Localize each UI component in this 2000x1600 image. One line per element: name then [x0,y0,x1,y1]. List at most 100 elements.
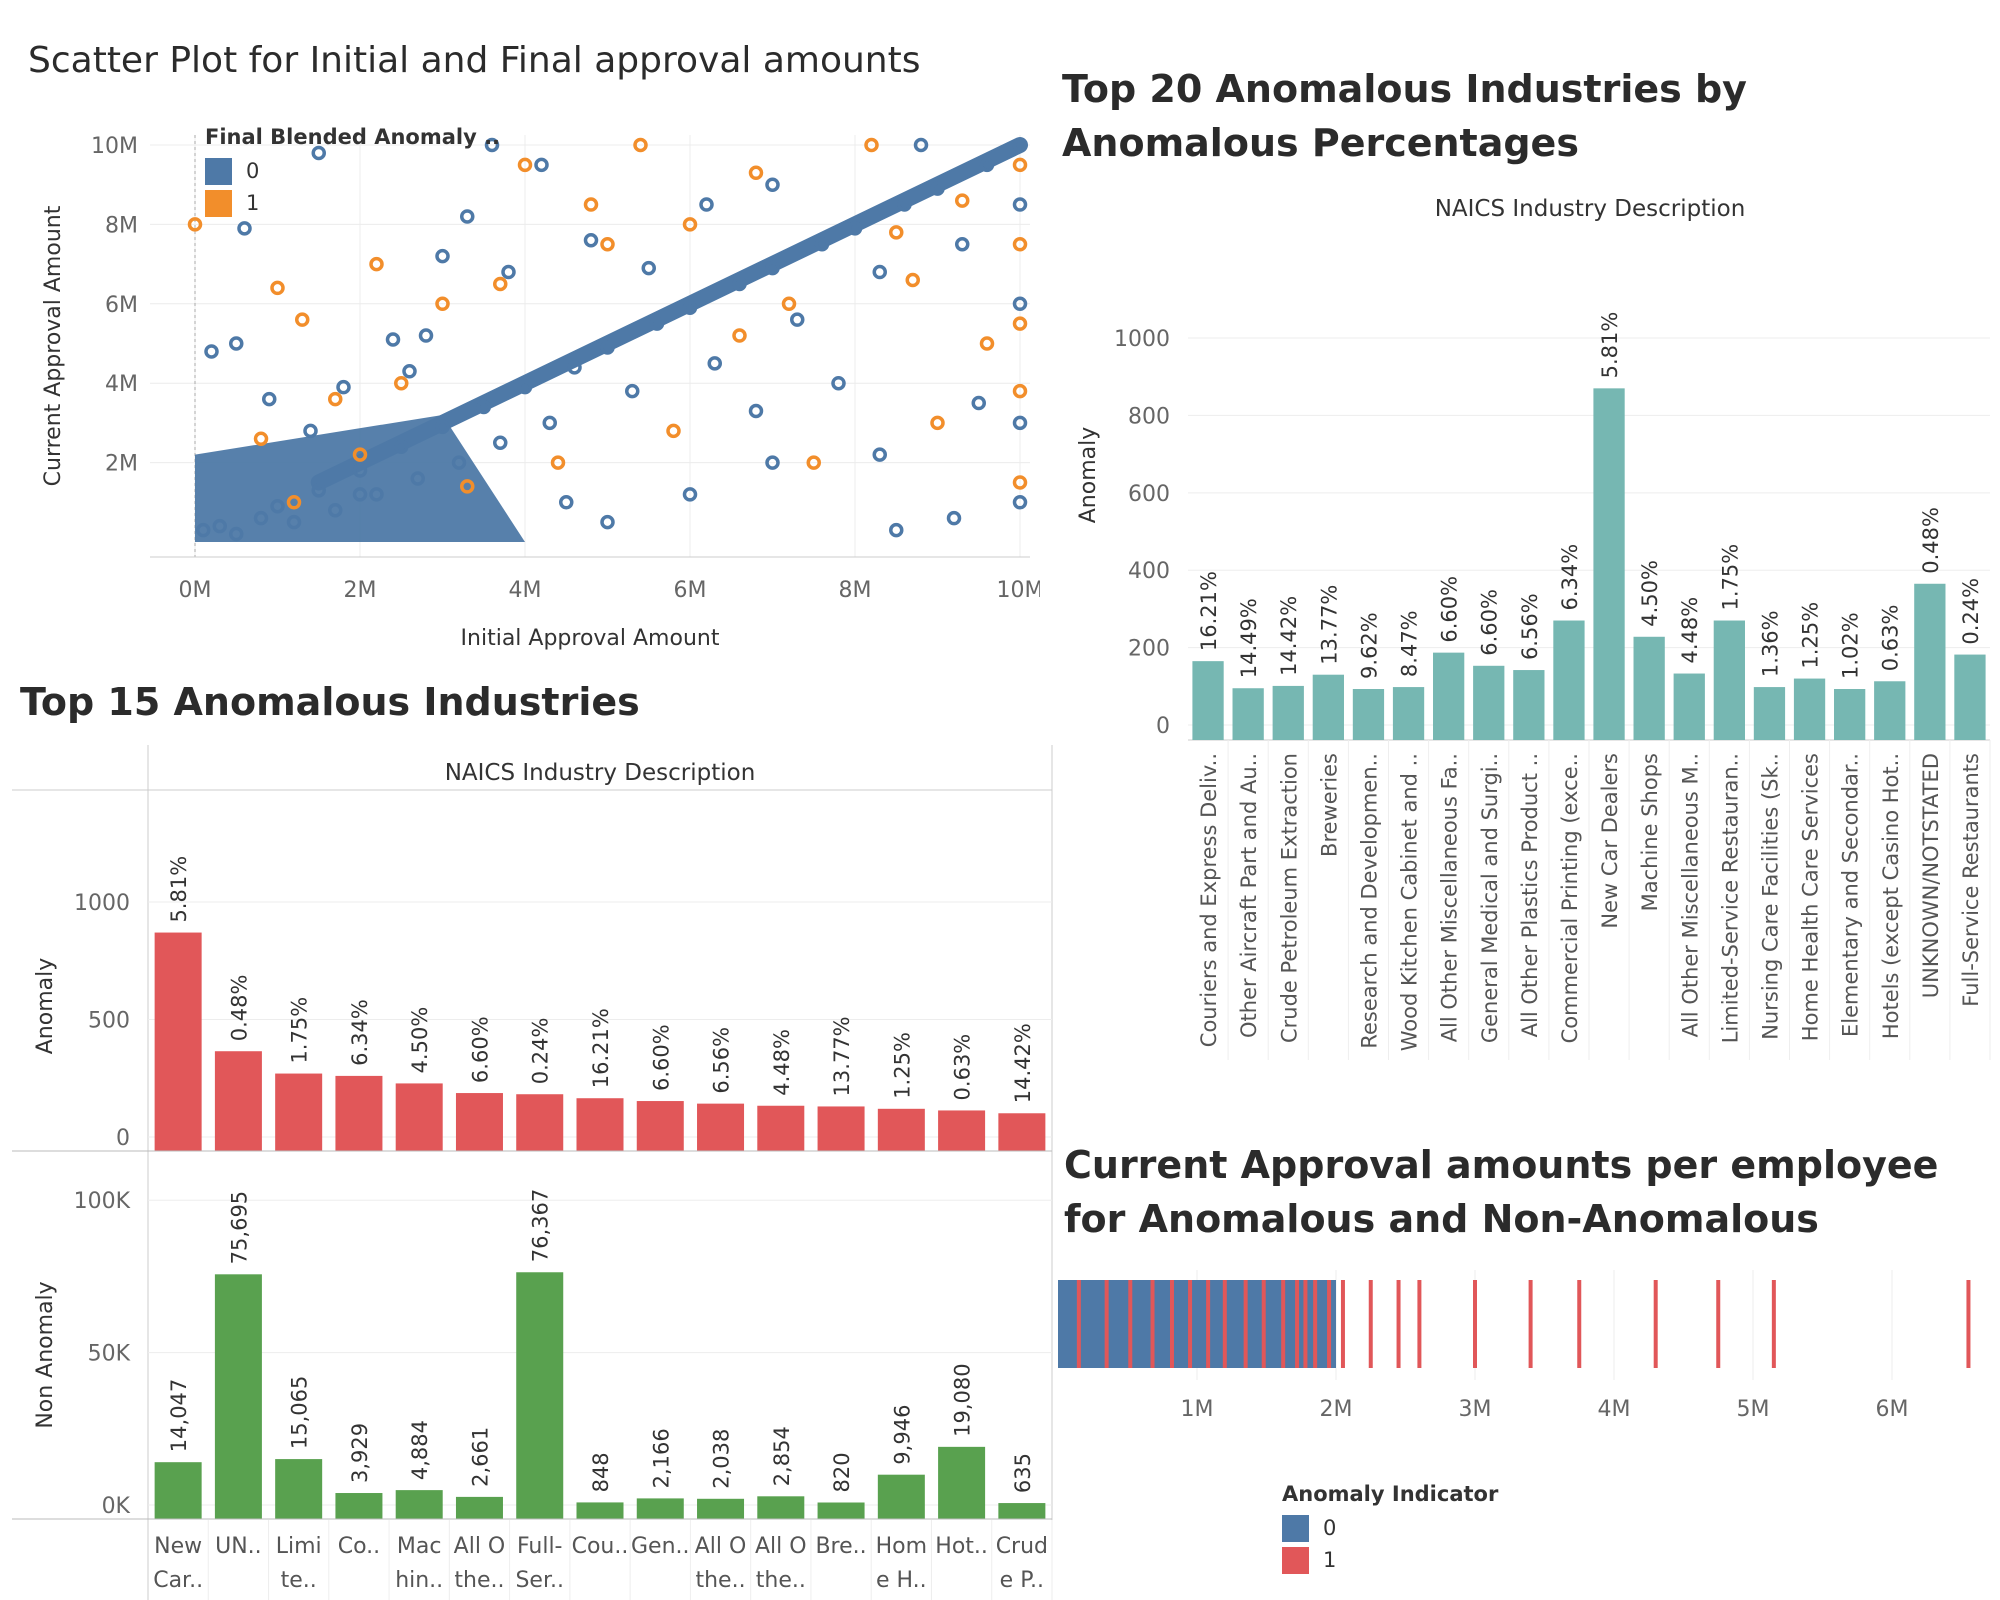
data-point [913,137,929,153]
bar [214,1051,262,1151]
data-point [394,439,409,454]
bar [1753,687,1786,740]
bar-value-label: 635 [1011,1453,1035,1493]
bar-value-label: 1.75% [1718,544,1742,611]
y-tick-label: 0 [1156,714,1170,739]
data-point [979,336,995,351]
bar-value-label: 6.60% [649,1024,673,1091]
bar [938,1110,986,1151]
data-point [748,403,764,419]
bar [757,1496,805,1519]
category-label: Nursing Care Facilities (Sk.. [1758,753,1782,1040]
bar-value-label: 1.02% [1839,612,1863,679]
category-label: Hom [876,1534,927,1559]
y-tick-label: 600 [1128,482,1170,507]
data-point [600,340,615,355]
data-point [369,256,384,272]
x-tick-label: 1M [1181,1397,1214,1420]
bar-value-label: 2,166 [649,1428,673,1488]
x-tick-label: 6M [674,578,707,603]
scatter-legend-label-1: 1 [246,191,260,215]
per-employee-legend-title: Anomaly Indicator [1282,1482,1499,1506]
category-label: Commercial Printing (exce.. [1558,753,1582,1043]
category-label: Limited-Service Restauran.. [1718,753,1742,1043]
anomaly-mark [1222,1280,1227,1368]
data-point [229,336,244,351]
data-point [542,415,557,431]
data-point [633,137,648,153]
data-point [1012,495,1028,510]
bar-value-label: 5.81% [1598,312,1622,379]
bar [576,1098,624,1151]
scatter-legend-item-0: 0 [205,155,500,187]
category-label: te.. [281,1568,317,1593]
bar [395,1083,443,1151]
data-point [435,296,450,312]
data-point [253,510,269,526]
bar [1874,681,1906,740]
data-point [484,137,500,153]
data-point [385,332,401,347]
bar [154,1462,202,1519]
data-point [748,165,764,181]
bar-value-label: 16.21% [589,1008,613,1088]
data-point [229,526,244,542]
bar [455,1496,503,1519]
data-point [328,502,343,518]
non-anomaly-band [1058,1280,1336,1368]
x-tick-label: 8M [839,578,872,603]
data-point [649,316,665,331]
bar-value-label: 0.63% [951,1034,975,1101]
category-label: Other Aircraft Part and Au.. [1237,753,1261,1038]
data-point [187,217,203,232]
bar-value-label: 19,080 [951,1363,975,1436]
data-point [955,193,970,208]
data-point [435,419,450,435]
category-label: All O [695,1534,747,1559]
category-label: Cou.. [572,1534,629,1559]
anomaly-mark [1417,1280,1422,1368]
data-point [336,379,351,395]
data-point [493,276,508,292]
anomaly-mark [1261,1280,1266,1368]
anomaly-mark [1243,1280,1248,1368]
category-label: Gen.. [631,1534,690,1559]
data-point [253,431,269,447]
data-point [303,423,318,439]
bar-value-label: 13.77% [830,1016,854,1096]
bar-value-label: 15,065 [288,1376,312,1449]
data-point [790,312,805,327]
y-axis-title: Current Approval Amount [41,205,66,486]
data-point [196,522,211,538]
data-point [1012,237,1028,252]
data-point [946,510,962,526]
bar-value-label: 76,367 [529,1189,553,1262]
bar [636,1498,684,1519]
data-point [311,483,326,498]
anomaly-mark [1076,1280,1081,1368]
anomaly-mark [1281,1280,1286,1368]
data-point [583,197,599,212]
bar [275,1459,323,1519]
data-point [814,237,830,252]
bar [938,1446,986,1519]
y-axis-title: Non Anomaly [33,1281,58,1428]
category-label: the.. [695,1568,745,1593]
category-label: Ser.. [515,1568,564,1593]
data-point [237,221,252,236]
bar [1673,673,1705,740]
bar-value-label: 848 [589,1452,613,1492]
anomaly-mark [1295,1280,1300,1368]
anomaly-mark [1528,1280,1533,1368]
bar-value-label: 8.47% [1398,610,1422,677]
y-tick-label: 100K [74,1189,131,1214]
data-point [1012,137,1028,153]
bar-value-label: 6.60% [1438,576,1462,643]
anomaly-mark [1473,1280,1477,1368]
anomaly-mark [1188,1280,1193,1368]
bar-value-label: 6.60% [468,1016,492,1083]
x-tick-label: 3M [1459,1397,1492,1420]
bar [214,1274,262,1519]
data-point [872,447,887,462]
scatter-title: Scatter Plot for Initial and Final appro… [28,40,921,81]
